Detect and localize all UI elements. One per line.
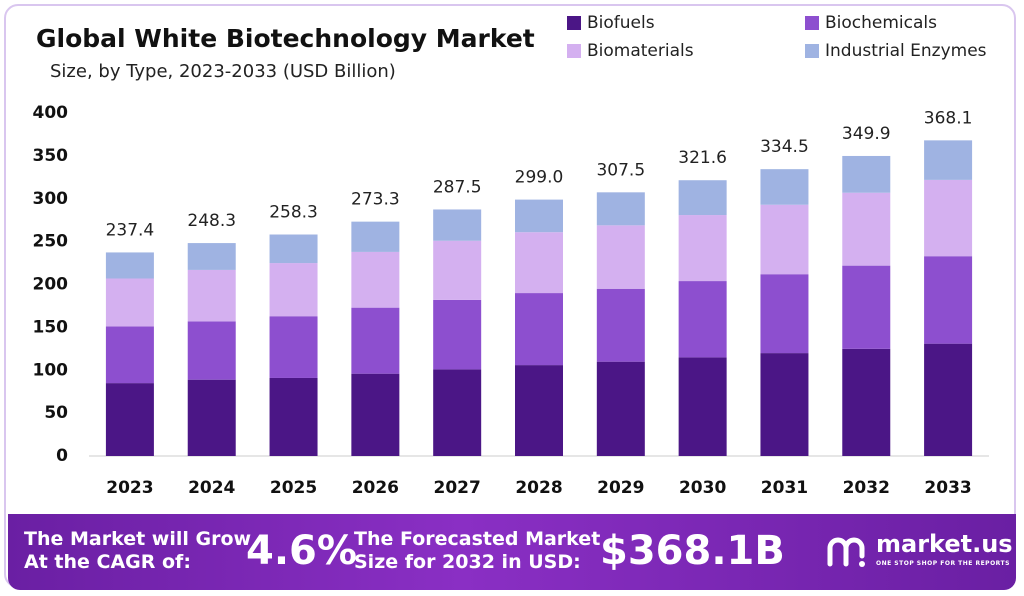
y-tick-label: 150 <box>33 317 69 337</box>
total-label: 273.3 <box>351 190 400 210</box>
x-tick-label: 2024 <box>188 478 235 498</box>
x-tick-label: 2025 <box>270 478 317 498</box>
bar-segment <box>351 307 400 374</box>
bar-segment <box>351 251 400 308</box>
bar-segment <box>596 361 645 456</box>
bar-segment <box>760 169 809 205</box>
legend-label: Biofuels <box>587 13 655 33</box>
banner: The Market will Grow At the CAGR of: 4.6… <box>8 514 1016 590</box>
bar-segment <box>515 293 563 366</box>
bar-segment <box>269 234 318 264</box>
bar-segment <box>105 278 154 327</box>
legend-swatch <box>805 44 819 58</box>
y-tick-label: 200 <box>33 275 69 295</box>
bar-segment <box>842 192 891 266</box>
bar-segment <box>433 240 482 300</box>
bar-segment <box>678 215 727 282</box>
chart: Global White Biotechnology Market Size, … <box>33 13 989 498</box>
bar-segment <box>842 348 891 456</box>
x-tick-label: 2033 <box>924 478 971 498</box>
bar-segment <box>433 299 482 370</box>
bar-segment <box>924 179 973 257</box>
bar-segment <box>515 199 563 233</box>
bar-segment <box>269 263 318 317</box>
total-label: 237.4 <box>106 220 155 240</box>
total-label: 349.9 <box>842 124 891 144</box>
total-label: 334.5 <box>760 137 809 157</box>
x-tick-label: 2026 <box>352 478 399 498</box>
y-tick-label: 100 <box>33 360 69 380</box>
bar-segment <box>760 353 809 456</box>
chart-subtitle: Size, by Type, 2023-2033 (USD Billion) <box>50 61 396 82</box>
bar-segment <box>105 326 154 384</box>
x-tick-label: 2032 <box>843 478 890 498</box>
bar-segment <box>187 379 236 456</box>
cagr-value: 4.6% <box>246 528 357 574</box>
bar-segment <box>269 316 318 378</box>
bar-segment <box>187 321 236 380</box>
total-label: 321.6 <box>678 148 727 168</box>
legend-label: Biomaterials <box>587 41 694 61</box>
bar-segment <box>924 140 973 180</box>
total-label: 248.3 <box>187 211 236 231</box>
forecast-value: $368.1B <box>600 528 785 574</box>
y-tick-label: 50 <box>44 403 68 423</box>
bar-segment <box>433 209 482 241</box>
bar-segment <box>760 274 809 354</box>
bar-segment <box>515 365 563 456</box>
bar-segment <box>678 357 727 456</box>
bar-segment <box>760 204 809 275</box>
y-tick-label: 250 <box>33 232 69 252</box>
bar-segment <box>269 377 318 456</box>
y-tick-label: 300 <box>33 189 69 209</box>
bar-segment <box>924 343 973 456</box>
x-tick-label: 2031 <box>761 478 808 498</box>
tagline: ONE STOP SHOP FOR THE REPORTS <box>876 560 1010 567</box>
bar-segment <box>351 221 400 252</box>
bar-segment <box>105 383 154 456</box>
legend-label: Industrial Enzymes <box>825 41 987 61</box>
total-label: 299.0 <box>515 168 564 188</box>
legend-swatch <box>567 16 581 30</box>
brand: market.us <box>876 530 1013 558</box>
total-label: 307.5 <box>596 160 645 180</box>
chart-title: Global White Biotechnology Market <box>36 24 535 53</box>
y-tick-label: 350 <box>33 146 69 166</box>
x-tick-label: 2030 <box>679 478 726 498</box>
x-tick-label: 2023 <box>106 478 153 498</box>
forecast-text: The Forecasted Market Size for 2032 in U… <box>354 528 601 573</box>
total-label: 258.3 <box>269 203 318 223</box>
bar-segment <box>678 281 727 358</box>
bar-segment <box>678 180 727 216</box>
legend-swatch <box>805 16 819 30</box>
legend-label: Biochemicals <box>825 13 937 33</box>
bar-segment <box>187 269 236 322</box>
bar-segment <box>596 288 645 362</box>
bar-segment <box>351 373 400 456</box>
bar-segment <box>924 256 973 344</box>
brand-logo <box>827 537 865 567</box>
y-tick-label: 400 <box>33 103 69 123</box>
total-label: 368.1 <box>924 108 973 128</box>
x-tick-label: 2029 <box>597 478 644 498</box>
total-label: 287.5 <box>433 177 482 197</box>
x-tick-label: 2027 <box>434 478 481 498</box>
y-tick-label: 0 <box>56 446 68 466</box>
bar-segment <box>515 232 563 294</box>
cagr-text: The Market will Grow At the CAGR of: <box>24 528 252 573</box>
legend-swatch <box>567 44 581 58</box>
x-tick-label: 2028 <box>515 478 562 498</box>
bar-segment <box>433 369 482 456</box>
bar-segment <box>596 225 645 289</box>
bar-segment <box>842 265 891 349</box>
bar-segment <box>842 155 891 193</box>
bar-segment <box>105 252 154 279</box>
bar-segment <box>596 192 645 226</box>
bar-segment <box>187 243 236 270</box>
